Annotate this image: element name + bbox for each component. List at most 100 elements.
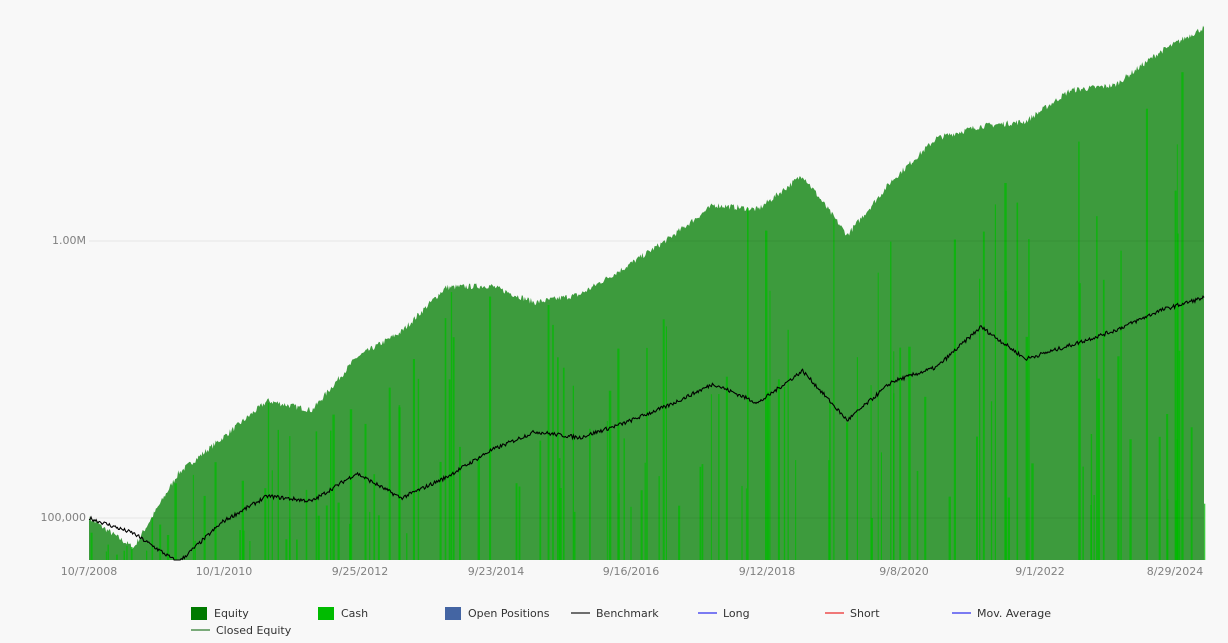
cash-bar [618,493,620,560]
cash-bar [452,337,455,560]
cash-bar [377,515,380,560]
cash-bar [267,403,270,560]
cash-bar [289,436,291,560]
cash-bar [450,292,453,560]
legend-label: Cash [341,606,369,620]
legend-open-positions[interactable]: Open Positions [445,605,549,621]
cash-bar [1174,190,1177,560]
cash-bar [765,230,768,560]
cash-bar [890,241,892,560]
cash-bar [90,532,93,560]
x-tick-label: 10/1/2010 [195,565,253,578]
legend-short[interactable]: Short [825,605,880,621]
x-tick-label: 9/8/2020 [879,565,929,578]
cash-bar [214,462,217,560]
y-tick-label: 1.00M [52,234,86,247]
cash-swatch-icon [318,606,334,620]
cash-bar [870,518,873,560]
cash-bar [665,326,667,560]
legend-cash[interactable]: Cash [318,605,368,621]
cash-bar [787,329,789,560]
cash-bar [828,460,831,560]
cash-bar [1090,434,1093,560]
x-tick-label: 9/25/2012 [331,565,389,578]
cash-bar [1176,144,1178,560]
cash-bar [1129,439,1132,560]
y-tick-label: 100,000 [40,511,87,524]
cash-bar [646,347,648,560]
cash-bar [448,379,451,560]
x-tick-label: 10/7/2008 [60,565,118,578]
cash-bar [330,430,332,560]
cash-bar [718,394,720,560]
cash-bar [126,545,128,560]
cash-bar [192,474,194,560]
cash-bar [515,483,518,560]
cash-bar [116,554,118,560]
cash-bar [489,296,492,560]
short-line-icon [825,612,844,614]
cash-bar [877,272,879,560]
cash-bar [562,367,565,560]
cash-bar [241,480,244,560]
cash-bar [296,539,298,560]
legend-closed-equity[interactable]: Closed Equity [191,622,291,638]
cash-bar [317,515,320,560]
cash-bar [349,409,353,560]
cash-bar [289,519,291,560]
mov-average-line-icon [952,612,971,614]
cash-bar [783,387,786,560]
legend-label: Closed Equity [216,623,292,637]
plot-area [88,25,1206,561]
cash-bar [893,393,895,560]
cash-bar [747,208,749,560]
cash-bar [539,440,542,560]
cash-bar [194,540,196,560]
legend-label: Equity [214,606,249,620]
cash-bar [373,474,376,560]
cash-bar [1167,499,1169,560]
legend-label: Benchmark [596,606,659,620]
cash-bar [1078,141,1080,560]
cash-bar [1181,72,1184,560]
cash-bar [1097,378,1100,560]
cash-bar [552,324,554,560]
legend-benchmark[interactable]: Benchmark [571,605,659,621]
cash-bar [1177,233,1179,560]
cash-bar [994,204,996,560]
cash-bar [701,464,704,560]
cash-bar [623,438,625,560]
cash-bar [948,496,951,560]
cash-bar [325,505,328,560]
x-tick-label: 9/12/2018 [738,565,796,578]
cash-bar [151,518,154,560]
cash-bar [439,461,442,560]
legend-label: Short [850,606,880,620]
legend-label: Open Positions [468,606,550,620]
cash-bar [699,466,702,560]
cash-bar [606,421,608,560]
legend-mov-average[interactable]: Mov. Average [952,605,1051,621]
cash-bar [644,462,646,560]
cash-bar [264,488,267,560]
cash-bar [107,544,109,560]
cash-bar [899,347,902,560]
cash-bar [662,319,665,560]
x-tick-label: 8/29/2024 [1146,565,1204,578]
cash-bar [1178,350,1181,560]
benchmark-line-icon [571,612,590,614]
cash-bar [130,547,133,560]
legend-equity[interactable]: Equity [191,605,249,621]
cash-bar [979,278,981,560]
cash-bar [1145,108,1148,560]
cash-bar [1117,356,1120,560]
cash-bar [364,423,367,560]
cash-bar [1102,279,1105,560]
cash-bar [166,535,170,560]
cash-bar [412,359,415,560]
legend-long[interactable]: Long [698,605,750,621]
cash-bar [1166,414,1169,560]
cash-bar [1082,466,1084,560]
cash-bar [417,378,420,560]
